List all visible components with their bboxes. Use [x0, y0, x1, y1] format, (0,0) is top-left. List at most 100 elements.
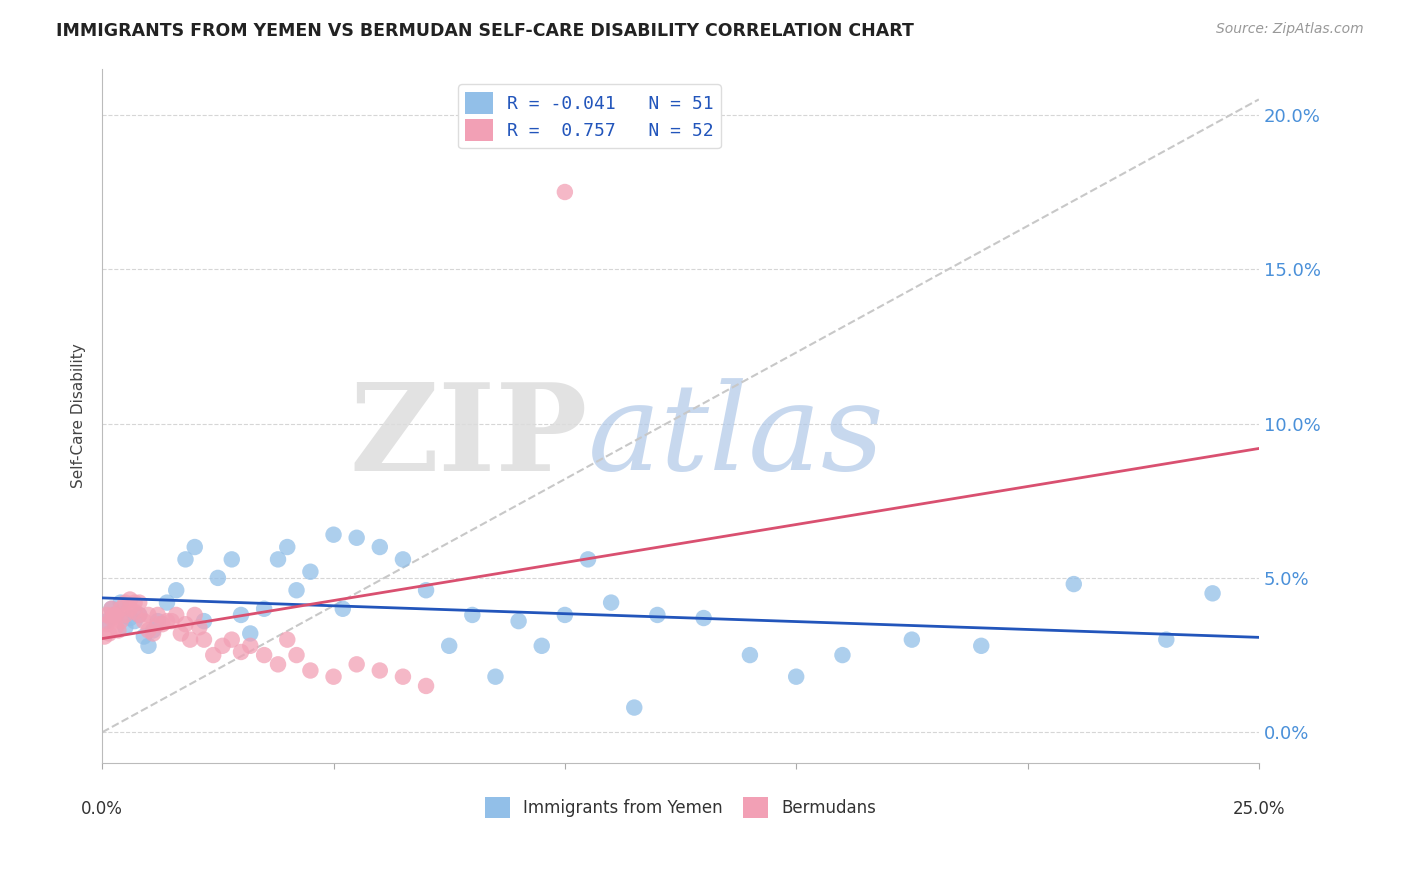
Point [142, 624, 165, 638]
Point [128, 607, 150, 622]
Point [165, 607, 187, 622]
Point [647, 607, 669, 622]
Point [150, 617, 173, 632]
Point [156, 596, 179, 610]
Point [299, 664, 322, 678]
Point [124, 614, 146, 628]
Point [105, 607, 128, 622]
Point [184, 607, 207, 622]
Point [188, 620, 211, 634]
Point [110, 596, 132, 610]
Point [285, 583, 308, 598]
Point [322, 527, 344, 541]
Point [103, 607, 125, 622]
Point [831, 648, 853, 662]
Point [174, 617, 197, 632]
Point [138, 607, 160, 622]
Point [253, 648, 276, 662]
Point [392, 552, 415, 566]
Point [193, 632, 215, 647]
Point [207, 571, 229, 585]
Point [276, 540, 298, 554]
Point [128, 607, 150, 622]
Text: ZIP: ZIP [350, 377, 588, 496]
Point [368, 540, 391, 554]
Point [738, 648, 761, 662]
Point [118, 611, 141, 625]
Point [105, 607, 128, 622]
Point [156, 614, 179, 628]
Point [437, 639, 460, 653]
Point [93, 630, 115, 644]
Point [332, 601, 354, 615]
Point [114, 620, 136, 634]
Point [1156, 632, 1178, 647]
Point [461, 607, 484, 622]
Point [110, 601, 132, 615]
Point [211, 639, 233, 653]
Point [692, 611, 714, 625]
Point [299, 565, 322, 579]
Text: 25.0%: 25.0% [1233, 800, 1285, 818]
Text: atlas: atlas [588, 378, 884, 495]
Point [785, 670, 807, 684]
Point [165, 583, 187, 598]
Point [508, 614, 530, 628]
Point [322, 670, 344, 684]
Point [146, 617, 169, 632]
Point [229, 607, 252, 622]
Text: Source: ZipAtlas.com: Source: ZipAtlas.com [1216, 22, 1364, 37]
Point [114, 596, 136, 610]
Point [96, 607, 118, 622]
Legend: Immigrants from Yemen, Bermudans: Immigrants from Yemen, Bermudans [478, 790, 883, 824]
Point [392, 670, 415, 684]
Point [554, 185, 576, 199]
Point [105, 620, 128, 634]
Point [124, 605, 146, 619]
Text: 0.0%: 0.0% [82, 800, 124, 818]
Point [239, 639, 262, 653]
Point [415, 583, 437, 598]
Point [96, 617, 118, 632]
Point [221, 552, 243, 566]
Point [96, 614, 118, 628]
Point [970, 639, 993, 653]
Point [98, 626, 121, 640]
Y-axis label: Self-Care Disability: Self-Care Disability [72, 343, 86, 488]
Point [901, 632, 924, 647]
Point [202, 648, 225, 662]
Point [346, 657, 368, 672]
Point [118, 601, 141, 615]
Point [239, 626, 262, 640]
Point [346, 531, 368, 545]
Point [138, 624, 160, 638]
Point [576, 552, 599, 566]
Point [110, 614, 132, 628]
Point [146, 607, 169, 622]
Point [415, 679, 437, 693]
Point [160, 614, 183, 628]
Point [179, 632, 201, 647]
Point [128, 596, 150, 610]
Point [600, 596, 623, 610]
Point [1201, 586, 1223, 600]
Point [368, 664, 391, 678]
Point [142, 626, 165, 640]
Point [253, 601, 276, 615]
Point [554, 607, 576, 622]
Point [267, 657, 290, 672]
Point [623, 700, 645, 714]
Point [1063, 577, 1085, 591]
Point [193, 614, 215, 628]
Point [267, 552, 290, 566]
Point [276, 632, 298, 647]
Point [132, 614, 155, 628]
Point [118, 592, 141, 607]
Point [484, 670, 506, 684]
Point [170, 626, 193, 640]
Point [221, 632, 243, 647]
Point [146, 614, 169, 628]
Point [174, 552, 197, 566]
Point [100, 611, 122, 625]
Point [530, 639, 553, 653]
